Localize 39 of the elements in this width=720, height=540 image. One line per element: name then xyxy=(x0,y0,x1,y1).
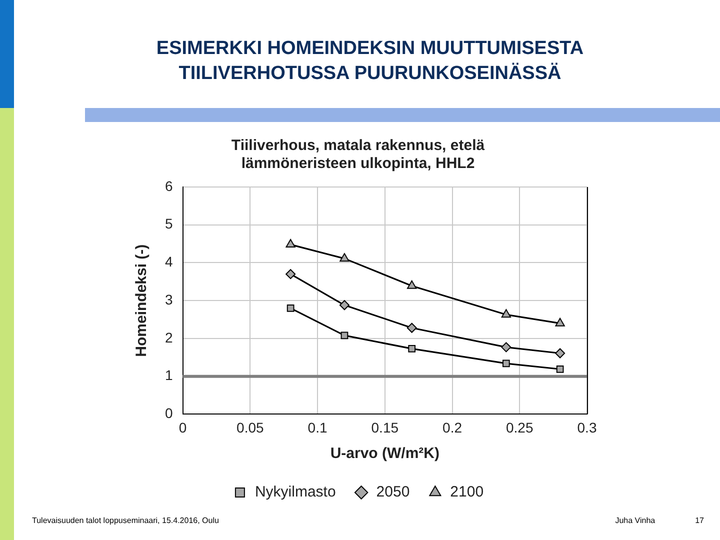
point xyxy=(501,309,511,318)
x-tick-label: 0.25 xyxy=(506,419,534,436)
point xyxy=(407,280,417,289)
y-tick-label: 5 xyxy=(164,216,173,232)
x-axis-title: U-arvo (W/m²K) xyxy=(330,445,440,462)
chart-title: ESIMERKKI HOMEINDEKSIN MUUTTUMISESTA TIILIVERHOTUSSA PUURUNKOSEINÄSSÄ xyxy=(155,37,585,86)
legend-label: 2100 xyxy=(450,484,484,501)
x-tick-label: 0.15 xyxy=(371,419,399,436)
point xyxy=(286,239,296,248)
y-tick-label: 2 xyxy=(164,329,173,346)
point xyxy=(340,332,348,340)
y-tick-label: 1 xyxy=(164,367,173,384)
point xyxy=(340,253,350,262)
point xyxy=(408,345,416,352)
y-axis-title: Homeindeksi (-) xyxy=(133,244,150,357)
text: Juha Vinha xyxy=(615,516,656,525)
point xyxy=(339,300,350,310)
text: 17 xyxy=(695,516,704,525)
x-tick-label: 0.1 xyxy=(308,419,328,436)
point xyxy=(502,360,510,368)
chart-subtitle: Tiiliverhous, matala rakennus, etelä lämmöneristeen ulkopinta, HHL2 xyxy=(231,137,486,172)
point xyxy=(406,322,417,333)
x-tick-label: 0.05 xyxy=(236,419,264,436)
point xyxy=(556,365,564,373)
point xyxy=(555,348,566,358)
point xyxy=(555,318,565,326)
x-tick-label: 0.3 xyxy=(577,419,597,436)
point xyxy=(286,304,294,312)
y-tick-label: 0 xyxy=(164,405,173,422)
x-tick-label: 0.2 xyxy=(442,419,462,436)
y-tick-label: 3 xyxy=(164,291,173,308)
y-tick-label: 6 xyxy=(164,178,173,194)
point xyxy=(286,269,296,280)
legend-label: 2050 xyxy=(376,484,410,501)
point xyxy=(501,342,512,352)
y-tick-label: 4 xyxy=(164,254,173,270)
x-tick-label: 0 xyxy=(178,419,187,436)
text: Tulevaisuuden talot loppuseminaari, 15.4.2016, Oulu xyxy=(32,516,220,525)
legend-label: Nykyilmasto xyxy=(254,484,336,501)
